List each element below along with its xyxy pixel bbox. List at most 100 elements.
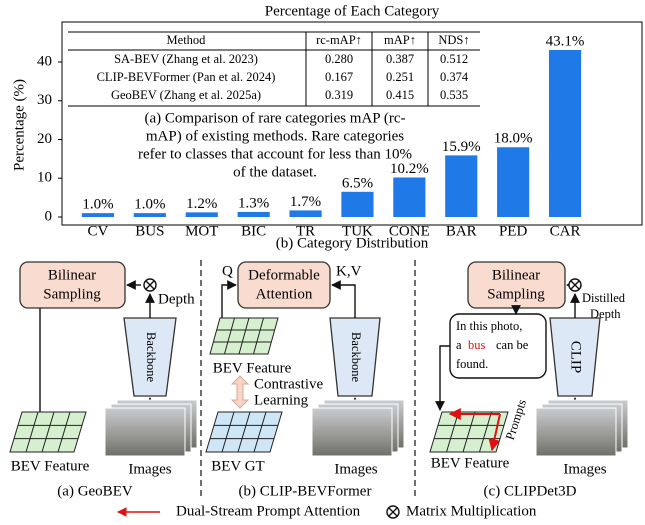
value-label: 6.5% [342,175,373,191]
legend-label: Matrix Multiplication [406,503,537,519]
images-label: Images [334,461,377,477]
bev-label: BEV Feature [213,360,292,376]
value-label: 1.0% [134,197,165,213]
figure: Percentage of Each Category Percentage (… [0,0,645,525]
backbone-label: Backbone [144,332,158,382]
table-caption: refer to classes that account for less t… [138,146,412,162]
sampler-label: Bilinear [492,267,540,283]
panel-caption: (a) GeoBEV [57,483,133,499]
y-tick-label: 0 [45,208,53,224]
legend-label: Dual-Stream Prompt Attention [176,503,361,519]
images-label: Images [563,461,606,477]
y-axis-label: Percentage (%) [11,79,27,171]
y-tick-label: 30 [37,92,52,108]
prompts-label: Prompts [503,398,529,442]
y-tick-label: 10 [37,170,52,186]
contrastive-label: Contrastive [254,376,323,392]
y-tick-label: 40 [37,53,52,69]
x-tick-label: TR [296,223,315,239]
table-cell: 0.415 [386,88,414,102]
value-label: 1.0% [82,197,113,213]
arrow [440,346,450,410]
clip-label: CLIP [568,341,584,374]
x-tick-label: CAR [550,223,581,239]
x-tick-label: BUS [135,223,164,239]
table-cell: 0.374 [440,70,469,84]
x-tick-label: PED [499,223,528,239]
table-cell: 0.512 [440,52,468,66]
attention-label: Attention [256,286,313,302]
bar [445,155,477,217]
bar [341,192,373,217]
bar [134,213,166,217]
table-cell: 0.167 [325,70,353,84]
x-tick-label: CONE [389,223,430,239]
value-label: 18.0% [494,131,533,147]
table-cell: 0.251 [386,70,414,84]
bar [497,147,529,217]
value-label: 1.2% [186,196,217,212]
x-tick-label: TUK [342,223,373,239]
value-label: 15.9% [442,139,481,155]
table-caption: mAP) of existing methods. Rare categorie… [146,128,404,144]
value-label: 43.1% [546,33,585,49]
images-label: Images [128,461,171,477]
value-label: 10.2% [390,161,429,177]
bev-label: BEV Feature [11,458,90,474]
panel-caption: (b) CLIP-BEVFormer [239,483,372,499]
table-caption: of the dataset. [233,164,317,180]
bev-label: BEV Feature [431,455,510,471]
prompt-text: can be [496,338,529,352]
sampler-label: Sampling [43,286,101,302]
table-cell: CLIP-BEVFormer (Pan et al. 2024) [97,70,276,84]
image-thumb [105,408,185,456]
prompt-text: In this photo, [456,319,522,333]
image-thumb [536,408,616,456]
legend-otimes [387,506,399,518]
x-tick-label: BIC [241,223,266,239]
table-header: rc-mAP↑ [316,33,362,47]
depth-label: Depth [158,291,195,307]
table-caption: (a) Comparison of rare categories mAP (r… [144,110,405,126]
bev-gt-grid [206,412,282,452]
contrastive-label: Learning [254,392,309,408]
bev-grid [210,318,278,354]
table-header: NDS↑ [438,33,469,47]
prompt-text: a [456,338,462,352]
bar [82,213,114,217]
table-cell: 0.535 [440,88,468,102]
table-cell: 0.387 [386,52,414,66]
backbone-label: Backbone [349,332,363,382]
depth-label: Distilled [582,291,626,305]
bev-grid [10,412,86,452]
sampler-label: Bilinear [48,267,96,283]
otimes [144,279,156,291]
image-thumb [312,408,392,456]
x-tick-label: CV [88,223,109,239]
comparison-table: Method rc-mAP↑ mAP↑ NDS↑ SA-BEV (Zhang et al… [68,32,480,106]
prompt-highlight: bus [468,338,486,352]
contrastive-arrow [232,376,248,408]
x-tick-label: MOT [185,223,218,239]
table-cell: GeoBEV (Zhang et al. 2025a) [111,88,261,102]
bev-gt-label: BEV GT [211,458,264,474]
y-tick-label: 20 [37,131,52,147]
prompt-text: found. [456,357,488,371]
arrow [332,285,355,318]
bar [289,210,321,217]
sampler-label: Sampling [487,286,545,302]
table-header: mAP↑ [384,33,416,47]
table-cell: 0.280 [325,52,353,66]
bar [393,177,425,217]
bar [549,50,581,217]
table-header: Method [167,33,207,47]
value-label: 1.3% [238,195,269,211]
panel-caption: (c) CLIPDet3D [484,483,577,499]
value-label: 1.7% [290,194,321,210]
x-tick-label: BAR [446,223,477,239]
bar [238,212,270,217]
table-cell: SA-BEV (Zhang et al. 2023) [114,52,258,66]
chart-title: Percentage of Each Category [265,3,440,19]
query-label: Q [222,263,233,279]
otimes [569,279,581,291]
